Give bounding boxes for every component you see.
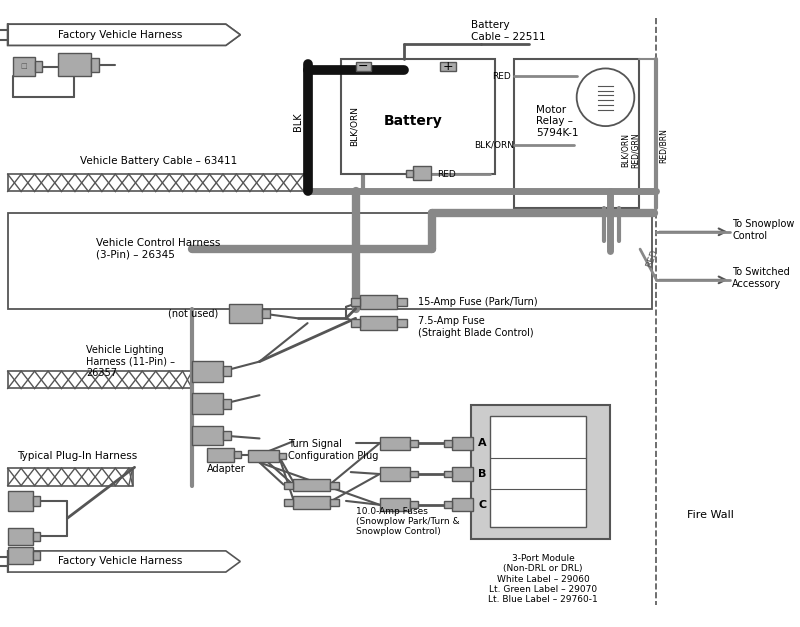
- Bar: [223, 366, 230, 376]
- Bar: [406, 170, 414, 177]
- Text: To Switched
Accessory: To Switched Accessory: [732, 267, 790, 289]
- Text: 15-Amp Fuse (Park/Turn): 15-Amp Fuse (Park/Turn): [418, 297, 538, 307]
- Bar: [330, 499, 339, 506]
- Text: To Snowplow
Control: To Snowplow Control: [732, 219, 794, 241]
- Text: RED/GRN: RED/GRN: [630, 132, 640, 168]
- Bar: [410, 471, 418, 477]
- Bar: [192, 426, 223, 445]
- Bar: [452, 467, 473, 481]
- Circle shape: [577, 68, 634, 126]
- Text: RED: RED: [644, 248, 659, 269]
- Text: RED: RED: [492, 71, 511, 81]
- Bar: [234, 451, 242, 458]
- Bar: [351, 319, 361, 327]
- Bar: [444, 440, 452, 446]
- Bar: [444, 502, 452, 508]
- Bar: [452, 498, 473, 512]
- Bar: [91, 58, 99, 71]
- Bar: [58, 53, 91, 76]
- Bar: [380, 498, 410, 512]
- Bar: [293, 479, 330, 492]
- Bar: [8, 468, 133, 485]
- Bar: [414, 166, 430, 180]
- Bar: [283, 482, 293, 488]
- Bar: [444, 471, 452, 477]
- Text: BLK/ORN: BLK/ORN: [474, 141, 514, 150]
- Bar: [452, 436, 473, 450]
- Text: RED/BRN: RED/BRN: [658, 128, 668, 163]
- Bar: [361, 317, 397, 330]
- Bar: [410, 440, 418, 446]
- Text: □: □: [21, 63, 27, 70]
- Bar: [192, 361, 223, 382]
- Text: C: C: [478, 500, 486, 510]
- Text: Vehicle Control Harness
(3-Pin) – 26345: Vehicle Control Harness (3-Pin) – 26345: [96, 238, 221, 260]
- Text: BLK: BLK: [293, 112, 303, 130]
- Polygon shape: [8, 551, 240, 572]
- Bar: [33, 532, 40, 541]
- Bar: [351, 298, 361, 306]
- Bar: [14, 57, 34, 76]
- Bar: [8, 547, 33, 564]
- Text: BLK/ORN: BLK/ORN: [349, 106, 358, 146]
- Bar: [410, 502, 418, 508]
- Bar: [192, 393, 223, 414]
- Bar: [8, 174, 307, 191]
- Text: B: B: [478, 469, 486, 479]
- Bar: [278, 453, 286, 458]
- Text: (not used): (not used): [168, 308, 218, 319]
- Text: Vehicle Battery Cable – 63411: Vehicle Battery Cable – 63411: [80, 157, 238, 166]
- Bar: [8, 528, 33, 545]
- Bar: [34, 61, 42, 72]
- Text: A: A: [478, 438, 486, 448]
- Text: RED: RED: [438, 170, 456, 179]
- Bar: [341, 59, 495, 174]
- Bar: [330, 482, 339, 488]
- Bar: [397, 319, 406, 327]
- Bar: [33, 496, 40, 506]
- Bar: [380, 467, 410, 481]
- Text: Factory Vehicle Harness: Factory Vehicle Harness: [58, 30, 182, 40]
- Text: Battery: Battery: [384, 114, 442, 129]
- Bar: [8, 492, 33, 510]
- Bar: [206, 448, 234, 461]
- Text: BLK/ORN: BLK/ORN: [621, 133, 630, 167]
- Bar: [8, 371, 192, 389]
- Bar: [229, 304, 262, 323]
- Text: −: −: [358, 60, 369, 73]
- Bar: [8, 213, 652, 308]
- Bar: [223, 431, 230, 440]
- Polygon shape: [8, 24, 240, 45]
- Bar: [440, 61, 455, 71]
- Text: Motor
Relay –
5794K-1: Motor Relay – 5794K-1: [536, 105, 578, 138]
- Text: 10.0-Amp Fuses
(Snowplow Park/Turn &
Snowplow Control): 10.0-Amp Fuses (Snowplow Park/Turn & Sno…: [356, 507, 459, 537]
- Bar: [471, 405, 610, 539]
- Polygon shape: [8, 24, 240, 45]
- Bar: [356, 61, 371, 71]
- Text: Factory Vehicle Harness: Factory Vehicle Harness: [58, 557, 182, 566]
- Bar: [293, 496, 330, 508]
- Bar: [283, 499, 293, 506]
- Text: Vehicle Lighting
Harness (11-Pin) –
26357: Vehicle Lighting Harness (11-Pin) – 2635…: [86, 345, 175, 378]
- Text: 3-Port Module
(Non-DRL or DRL)
White Label – 29060
Lt. Green Label – 29070
Lt. B: 3-Port Module (Non-DRL or DRL) White Lab…: [488, 554, 598, 604]
- Bar: [248, 450, 278, 461]
- Text: Battery
Cable – 22511: Battery Cable – 22511: [471, 20, 546, 42]
- Bar: [361, 295, 397, 308]
- Text: Typical Plug-In Harness: Typical Plug-In Harness: [17, 451, 137, 461]
- Bar: [397, 298, 406, 306]
- Bar: [33, 551, 40, 560]
- Text: Turn Signal
Configuration Plug: Turn Signal Configuration Plug: [288, 439, 378, 461]
- Bar: [380, 436, 410, 450]
- Text: 7.5-Amp Fuse
(Straight Blade Control): 7.5-Amp Fuse (Straight Blade Control): [418, 316, 534, 338]
- Bar: [223, 399, 230, 409]
- Bar: [490, 416, 586, 527]
- Text: Adapter: Adapter: [206, 465, 246, 475]
- Bar: [262, 308, 270, 319]
- Bar: [514, 59, 639, 208]
- Text: Fire Wall: Fire Wall: [687, 510, 734, 520]
- Text: +: +: [442, 60, 453, 73]
